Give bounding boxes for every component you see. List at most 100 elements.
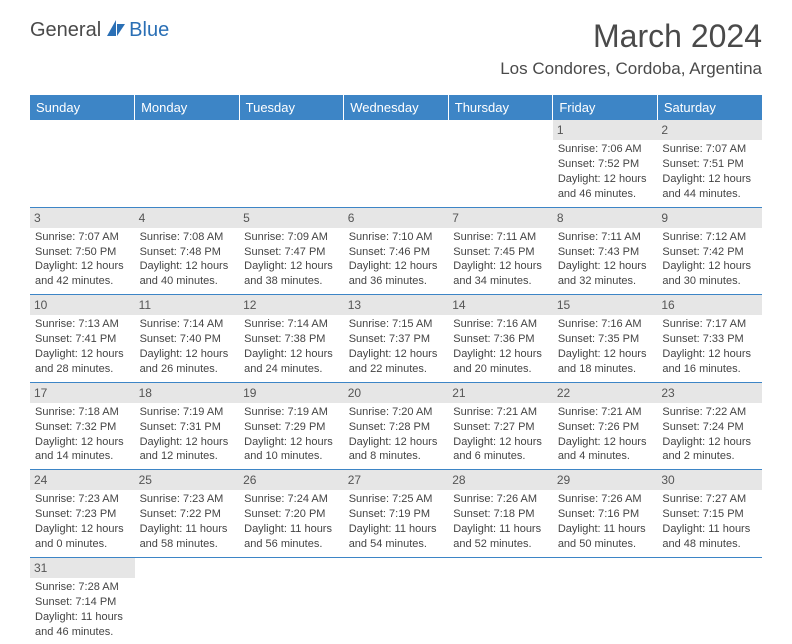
daylight-text-1: Daylight: 12 hours [453,435,548,450]
daylight-text-2: and 26 minutes. [140,362,235,377]
daylight-text-1: Daylight: 12 hours [662,259,757,274]
calendar-cell: . [344,557,449,644]
daylight-text-1: Daylight: 11 hours [244,522,339,537]
calendar-cell: 27Sunrise: 7:25 AMSunset: 7:19 PMDayligh… [344,470,449,558]
daylight-text-1: Daylight: 12 hours [558,435,653,450]
day-number: 13 [344,295,449,315]
sunrise-text: Sunrise: 7:14 AM [140,317,235,332]
calendar-cell: 11Sunrise: 7:14 AMSunset: 7:40 PMDayligh… [135,295,240,383]
daylight-text-2: and 12 minutes. [140,449,235,464]
day-number: 10 [30,295,135,315]
sunset-text: Sunset: 7:19 PM [349,507,444,522]
sunrise-text: Sunrise: 7:08 AM [140,230,235,245]
calendar-cell: . [239,557,344,644]
daylight-text-2: and 8 minutes. [349,449,444,464]
calendar-row: .....1Sunrise: 7:06 AMSunset: 7:52 PMDay… [30,120,762,207]
sunrise-text: Sunrise: 7:09 AM [244,230,339,245]
daylight-text-1: Daylight: 12 hours [558,259,653,274]
day-number: 24 [30,470,135,490]
sunset-text: Sunset: 7:41 PM [35,332,130,347]
daylight-text-1: Daylight: 11 hours [558,522,653,537]
calendar-cell: 9Sunrise: 7:12 AMSunset: 7:42 PMDaylight… [657,207,762,295]
daylight-text-1: Daylight: 11 hours [349,522,444,537]
calendar-cell: 31Sunrise: 7:28 AMSunset: 7:14 PMDayligh… [30,557,135,644]
daylight-text-2: and 50 minutes. [558,537,653,552]
daylight-text-2: and 24 minutes. [244,362,339,377]
day-number: 9 [657,208,762,228]
sunrise-text: Sunrise: 7:20 AM [349,405,444,420]
sunset-text: Sunset: 7:22 PM [140,507,235,522]
sunset-text: Sunset: 7:35 PM [558,332,653,347]
day-number: 3 [30,208,135,228]
day-number: 15 [553,295,658,315]
day-number: 16 [657,295,762,315]
daylight-text-1: Daylight: 12 hours [35,347,130,362]
day-number: 7 [448,208,553,228]
day-number: 14 [448,295,553,315]
day-number: 27 [344,470,449,490]
daylight-text-2: and 4 minutes. [558,449,653,464]
day-number: 18 [135,383,240,403]
title-block: March 2024 Los Condores, Cordoba, Argent… [500,18,762,79]
calendar-cell: 12Sunrise: 7:14 AMSunset: 7:38 PMDayligh… [239,295,344,383]
sunrise-text: Sunrise: 7:15 AM [349,317,444,332]
weekday-header: Thursday [448,95,553,120]
sunrise-text: Sunrise: 7:13 AM [35,317,130,332]
daylight-text-1: Daylight: 12 hours [662,435,757,450]
sunset-text: Sunset: 7:47 PM [244,245,339,260]
sunrise-text: Sunrise: 7:22 AM [662,405,757,420]
day-number: 30 [657,470,762,490]
page-header: General Blue March 2024 Los Condores, Co… [0,0,792,87]
calendar-row: 24Sunrise: 7:23 AMSunset: 7:23 PMDayligh… [30,470,762,558]
sunrise-text: Sunrise: 7:21 AM [453,405,548,420]
sunset-text: Sunset: 7:40 PM [140,332,235,347]
daylight-text-2: and 40 minutes. [140,274,235,289]
calendar-cell: 7Sunrise: 7:11 AMSunset: 7:45 PMDaylight… [448,207,553,295]
day-number: 11 [135,295,240,315]
sunset-text: Sunset: 7:38 PM [244,332,339,347]
daylight-text-2: and 28 minutes. [35,362,130,377]
sunset-text: Sunset: 7:31 PM [140,420,235,435]
sunset-text: Sunset: 7:45 PM [453,245,548,260]
daylight-text-2: and 14 minutes. [35,449,130,464]
sunrise-text: Sunrise: 7:21 AM [558,405,653,420]
sunset-text: Sunset: 7:26 PM [558,420,653,435]
brand-logo: General Blue [30,18,169,43]
daylight-text-1: Daylight: 12 hours [244,259,339,274]
sunrise-text: Sunrise: 7:14 AM [244,317,339,332]
sunset-text: Sunset: 7:24 PM [662,420,757,435]
calendar-table: SundayMondayTuesdayWednesdayThursdayFrid… [30,95,762,644]
day-number: 19 [239,383,344,403]
daylight-text-2: and 32 minutes. [558,274,653,289]
calendar-cell: 26Sunrise: 7:24 AMSunset: 7:20 PMDayligh… [239,470,344,558]
calendar-cell: 28Sunrise: 7:26 AMSunset: 7:18 PMDayligh… [448,470,553,558]
daylight-text-2: and 18 minutes. [558,362,653,377]
calendar-cell: 4Sunrise: 7:08 AMSunset: 7:48 PMDaylight… [135,207,240,295]
daylight-text-1: Daylight: 12 hours [35,259,130,274]
sunset-text: Sunset: 7:36 PM [453,332,548,347]
day-number: 17 [30,383,135,403]
daylight-text-2: and 48 minutes. [662,537,757,552]
weekday-header: Saturday [657,95,762,120]
sunset-text: Sunset: 7:28 PM [349,420,444,435]
sunset-text: Sunset: 7:48 PM [140,245,235,260]
daylight-text-1: Daylight: 12 hours [453,259,548,274]
daylight-text-2: and 34 minutes. [453,274,548,289]
brand-text-general: General [30,19,101,42]
day-number: 6 [344,208,449,228]
daylight-text-1: Daylight: 12 hours [662,347,757,362]
daylight-text-2: and 10 minutes. [244,449,339,464]
sunrise-text: Sunrise: 7:28 AM [35,580,130,595]
weekday-header: Monday [135,95,240,120]
daylight-text-1: Daylight: 12 hours [349,347,444,362]
daylight-text-2: and 58 minutes. [140,537,235,552]
sunrise-text: Sunrise: 7:12 AM [662,230,757,245]
day-number: 1 [553,120,658,140]
daylight-text-2: and 52 minutes. [453,537,548,552]
daylight-text-1: Daylight: 12 hours [244,347,339,362]
sunrise-text: Sunrise: 7:26 AM [453,492,548,507]
calendar-cell: 29Sunrise: 7:26 AMSunset: 7:16 PMDayligh… [553,470,658,558]
calendar-cell: 22Sunrise: 7:21 AMSunset: 7:26 PMDayligh… [553,382,658,470]
daylight-text-2: and 46 minutes. [35,625,130,640]
sunset-text: Sunset: 7:29 PM [244,420,339,435]
